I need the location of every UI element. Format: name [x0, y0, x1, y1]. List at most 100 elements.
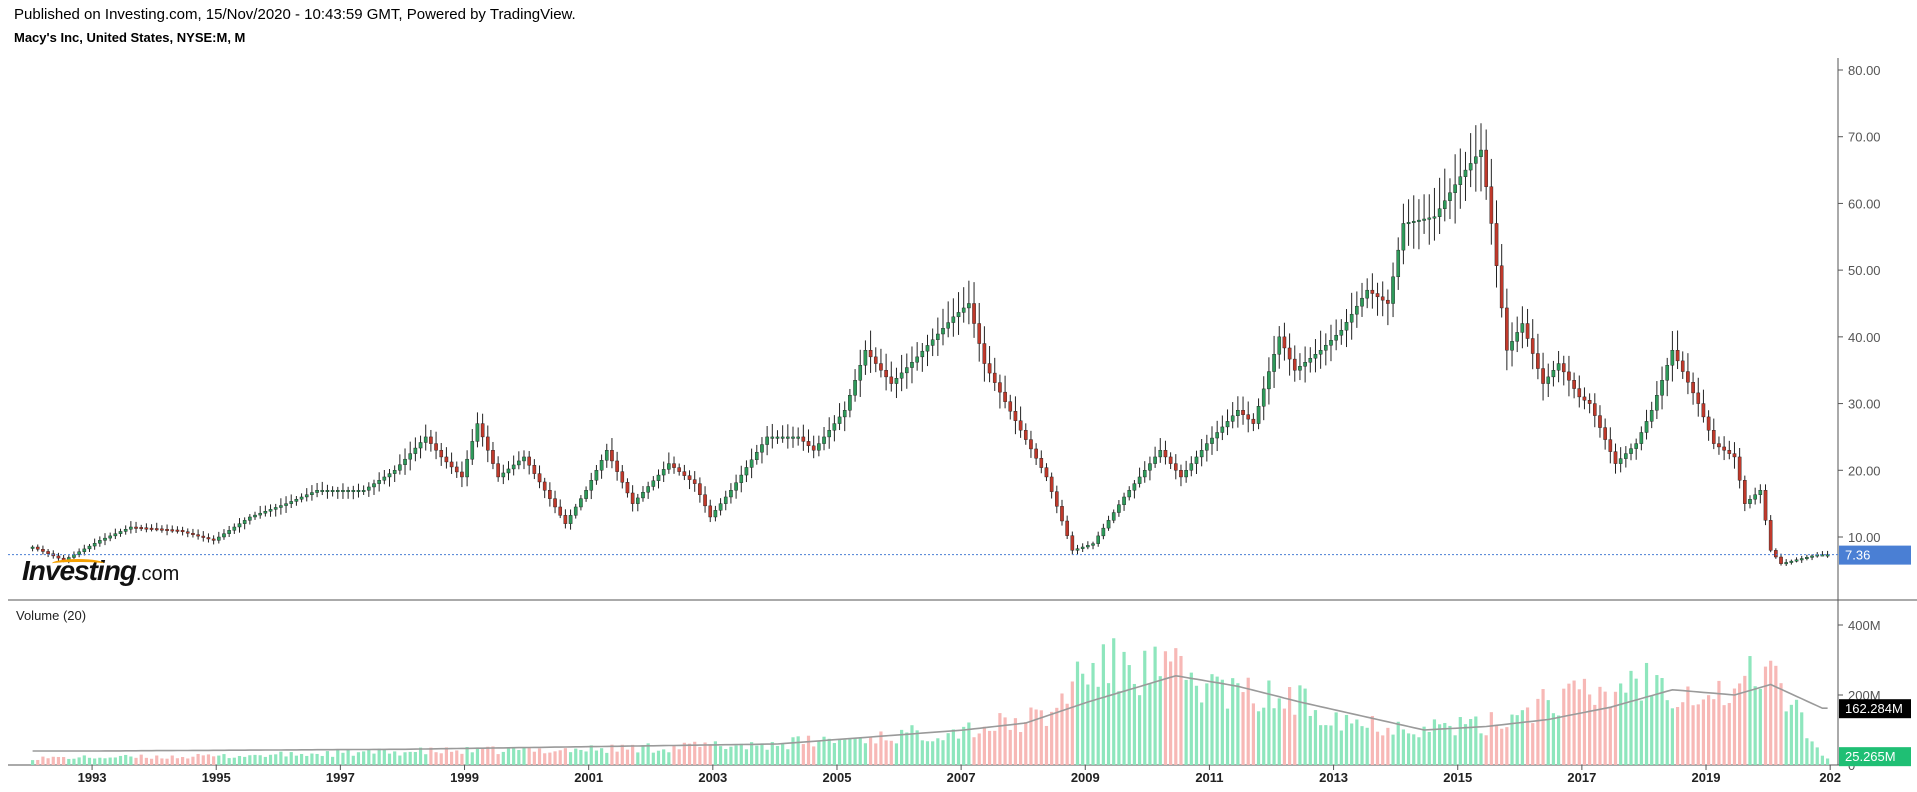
- volume-bar: [651, 752, 655, 765]
- candle-body: [1168, 456, 1173, 464]
- candle-body: [1044, 467, 1049, 478]
- volume-bar: [1262, 707, 1266, 765]
- volume-bar: [1582, 678, 1587, 765]
- volume-bar: [636, 752, 640, 765]
- volume-bar: [1329, 725, 1333, 765]
- volume-bar: [1494, 725, 1499, 765]
- candle-body: [594, 470, 599, 481]
- volume-bar: [144, 757, 148, 765]
- time-axis-ticks: 1993 1995 1997 1999 2001 2003 2005 2007 2009 2011…: [78, 765, 1841, 785]
- volume-bar: [667, 752, 671, 765]
- volume-bar: [1132, 683, 1137, 765]
- volume-bar: [98, 757, 102, 765]
- volume-bar: [118, 755, 123, 765]
- candle-body: [1173, 463, 1178, 471]
- candle-body: [1618, 458, 1623, 464]
- candle-body: [517, 460, 521, 466]
- candle-body: [1680, 360, 1685, 372]
- volume-bar: [1370, 715, 1374, 765]
- volume-bar: [212, 756, 216, 765]
- candle-body: [1437, 208, 1442, 217]
- candle-body: [1732, 453, 1737, 458]
- volume-bar: [812, 746, 816, 765]
- volume-bar: [1024, 722, 1028, 765]
- candle-body: [232, 526, 237, 531]
- volume-bar: [393, 751, 397, 765]
- volume-bar: [408, 751, 412, 765]
- candle-body: [41, 549, 45, 552]
- candle-body: [858, 365, 863, 381]
- volume-bar: [1081, 673, 1085, 765]
- candle-body: [899, 372, 904, 379]
- candle-body: [170, 529, 175, 532]
- volume-bar: [1324, 725, 1328, 765]
- volume-bar: [1758, 688, 1762, 765]
- volume-bar: [1675, 707, 1680, 765]
- volume-bar: [1593, 704, 1597, 765]
- volume-bar: [672, 745, 676, 765]
- candle-body: [294, 498, 299, 502]
- volume-bar: [165, 758, 169, 765]
- candle-body: [1023, 430, 1028, 440]
- volume-bar: [750, 742, 754, 765]
- volume-bar: [46, 758, 50, 765]
- volume-bar: [1179, 655, 1183, 765]
- volume-bar: [465, 747, 469, 765]
- volume-bar: [1784, 711, 1788, 765]
- volume-bar: [310, 753, 314, 765]
- candle-body: [1649, 410, 1654, 422]
- candle-body: [599, 460, 604, 471]
- candle-body: [1282, 336, 1287, 349]
- volume-bar: [755, 745, 759, 765]
- volume-bar: [1469, 719, 1473, 765]
- volume-bar: [1381, 735, 1385, 765]
- volume-bar: [398, 755, 402, 765]
- volume-bar: [1350, 723, 1354, 765]
- volume-bar: [1055, 707, 1059, 765]
- volume-bar: [1008, 729, 1012, 765]
- candle-body: [1298, 366, 1302, 371]
- candle-body: [749, 459, 754, 468]
- candle-body: [289, 501, 294, 504]
- volume-bar: [1686, 686, 1690, 765]
- volume-bar: [1060, 693, 1064, 765]
- volume-bar: [356, 752, 361, 765]
- candle-body: [925, 345, 930, 352]
- volume-bar: [894, 743, 899, 765]
- candle-body: [113, 533, 118, 537]
- candle-body: [217, 536, 221, 541]
- candle-body: [791, 436, 795, 439]
- volume-bar: [993, 730, 997, 765]
- candle-body: [1675, 350, 1680, 362]
- candle-body: [734, 482, 738, 491]
- candle-body: [1241, 410, 1245, 415]
- candle-body: [1722, 446, 1726, 451]
- volume-bar: [1184, 679, 1188, 765]
- candle-body: [185, 531, 190, 534]
- volume-bar: [548, 752, 552, 765]
- candle-body: [325, 490, 330, 492]
- candle-body: [1401, 223, 1406, 251]
- volume-bar: [362, 751, 366, 765]
- volume-bar: [1215, 676, 1219, 765]
- volume-bar: [1691, 705, 1695, 765]
- time-tick-label: 1999: [450, 770, 479, 785]
- volume-bar: [1189, 672, 1193, 765]
- volume-bar: [1360, 726, 1364, 765]
- volume-bar: [1091, 662, 1095, 765]
- candle-body: [1060, 506, 1064, 522]
- candle-body: [1810, 555, 1814, 558]
- volume-bar: [113, 757, 117, 765]
- volume-bar: [656, 750, 661, 765]
- volume-bar: [1572, 680, 1576, 765]
- volume-bar: [1712, 699, 1716, 765]
- candle-body: [1608, 439, 1613, 452]
- candle-body: [1013, 410, 1018, 421]
- candle-body: [1086, 545, 1090, 548]
- candle-body: [956, 312, 961, 318]
- price-tick-label: 20.00: [1848, 463, 1881, 478]
- price-tick-label: 30.00: [1848, 397, 1881, 412]
- candle-body: [398, 464, 402, 471]
- volume-bar: [1308, 715, 1312, 765]
